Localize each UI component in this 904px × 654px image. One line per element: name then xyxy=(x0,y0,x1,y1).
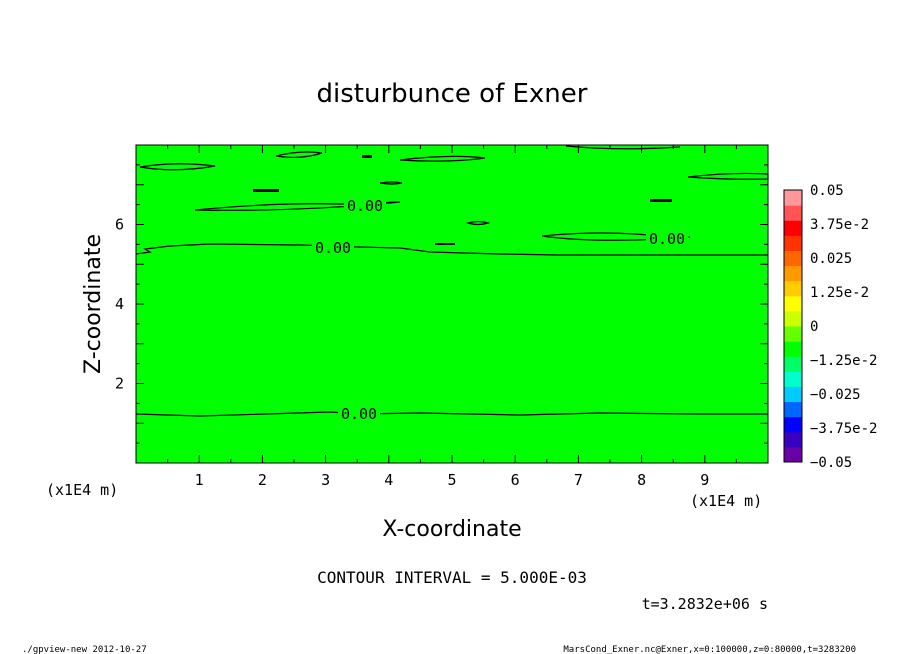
colorbar-label: −0.05 xyxy=(810,455,852,471)
plot-area xyxy=(136,145,768,463)
contour-interval-text: CONTOUR INTERVAL = 5.000E-03 xyxy=(317,568,587,587)
contour-label: 0.00 xyxy=(347,197,383,215)
contour-label: 0.00 xyxy=(649,230,685,248)
colorbar-label: −0.025 xyxy=(810,387,861,403)
colorbar-segment xyxy=(784,220,802,236)
contour-label: 0.00 xyxy=(341,405,377,423)
colorbar-segment xyxy=(784,416,802,433)
colorbar-label: 0.025 xyxy=(810,251,852,267)
contour-spots xyxy=(253,155,672,245)
colorbar-label: 0 xyxy=(810,319,818,335)
y-tick-labels: 2 4 6 xyxy=(115,216,124,393)
colorbar-segment xyxy=(784,356,802,372)
colorbar-segment xyxy=(784,371,802,387)
x-unit-label: (x1E4 m) xyxy=(690,492,762,510)
contour-label-group: 0.00 0.00 0.00 0.00 xyxy=(312,197,688,423)
colorbar-label: −1.25e-2 xyxy=(810,353,877,369)
axis-ticks xyxy=(135,144,769,464)
x-tick-labels: 1 2 3 4 5 6 7 8 9 xyxy=(195,471,710,489)
contour-label: 0.00 xyxy=(315,239,351,257)
colorbar-label: −3.75e-2 xyxy=(810,421,877,437)
colorbar-label: 1.25e-2 xyxy=(810,285,869,301)
contour-blob xyxy=(194,201,401,211)
colorbar-segment xyxy=(784,310,802,327)
contour-blob xyxy=(139,163,216,171)
contour-blob xyxy=(275,151,323,159)
y-tick-label: 2 xyxy=(115,375,124,393)
colorbar-segment xyxy=(784,190,802,206)
colorbar-segment xyxy=(784,235,802,251)
x-tick-label: 9 xyxy=(700,471,709,489)
colorbar-segment xyxy=(784,401,802,418)
footer-left: ./gpview-new 2012-10-27 xyxy=(22,645,147,654)
colorbar-label: 3.75e-2 xyxy=(810,217,869,233)
x-tick-label: 8 xyxy=(637,471,646,489)
footer-right: MarsCond_Exner.nc@Exner,x=0:100000,z=0:8… xyxy=(563,645,856,654)
colorbar-segment xyxy=(784,205,802,221)
y-axis-title: Z-coordinate xyxy=(81,234,106,374)
contour-blob xyxy=(399,155,486,162)
colorbar xyxy=(784,190,802,463)
time-text: t=3.2832e+06 s xyxy=(642,595,768,613)
colorbar-segment xyxy=(784,341,802,357)
y-tick-label: 4 xyxy=(115,295,124,313)
x-tick-label: 6 xyxy=(511,471,520,489)
colorbar-frame xyxy=(783,189,803,463)
x-tick-label: 3 xyxy=(321,471,330,489)
y-unit-label: (x1E4 m) xyxy=(46,481,118,499)
colorbar-segment xyxy=(784,295,802,312)
colorbar-segment xyxy=(784,326,802,342)
x-tick-label: 5 xyxy=(447,471,456,489)
contour-blob xyxy=(465,220,491,226)
contour-blob xyxy=(565,145,681,150)
colorbar-segment xyxy=(784,280,802,297)
contour-line-mid xyxy=(135,243,768,256)
x-axis-title: X-coordinate xyxy=(382,517,521,542)
x-tick-label: 7 xyxy=(574,471,583,489)
colorbar-label: 0.05 xyxy=(810,183,844,199)
chart-title: disturbunce of Exner xyxy=(317,79,588,109)
colorbar-segment xyxy=(784,265,802,282)
x-tick-label: 4 xyxy=(384,471,393,489)
contour-blob xyxy=(379,181,403,185)
contour-line-low xyxy=(135,411,768,417)
colorbar-segment xyxy=(784,446,802,463)
x-tick-label: 2 xyxy=(258,471,267,489)
x-tick-label: 1 xyxy=(195,471,204,489)
colorbar-labels: 0.05 3.75e-2 0.025 1.25e-2 0 −1.25e-2 −0.025 −3… xyxy=(810,183,877,471)
y-tick-label: 6 xyxy=(115,216,124,234)
colorbar-segment xyxy=(784,250,802,267)
colorbar-segment xyxy=(784,386,802,403)
contour-blob xyxy=(541,232,691,241)
colorbar-segment xyxy=(784,431,802,448)
